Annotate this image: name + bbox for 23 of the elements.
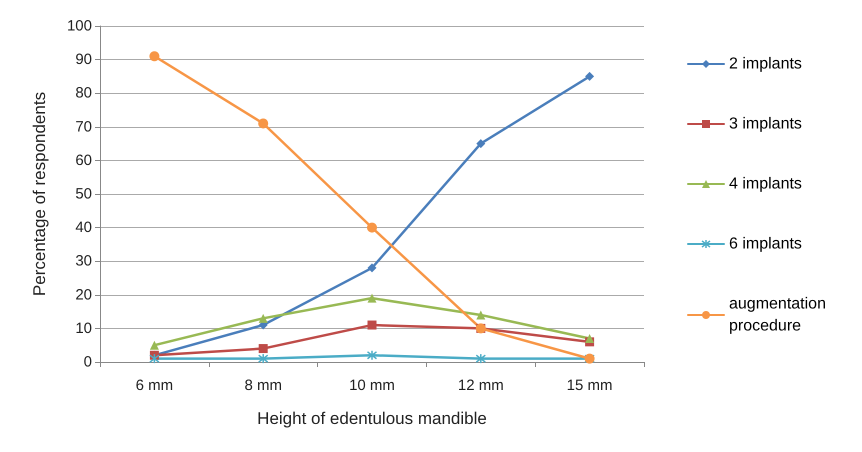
y-tick-label: 50 <box>75 186 92 202</box>
y-tick-label: 100 <box>66 18 92 34</box>
x-axis-title: Height of edentulous mandible <box>257 409 487 428</box>
y-tick-label: 40 <box>75 219 92 236</box>
legend-label: 4 implants <box>729 176 802 192</box>
y-tick-label: 30 <box>75 252 92 270</box>
y-tick-label: 80 <box>75 84 92 102</box>
y-tick-label: 90 <box>75 51 92 68</box>
y-tick-label: 10 <box>75 320 92 337</box>
x-tick-label: 12 mm <box>458 377 504 394</box>
legend-label: 6 implants <box>729 236 802 252</box>
y-axis-title: Percentage of respondents <box>30 92 49 296</box>
y-tick-label: 0 <box>84 354 92 370</box>
y-tick-label: 60 <box>75 152 92 169</box>
legend-label: 2 implants <box>729 56 802 72</box>
x-tick-label: 8 mm <box>244 377 282 394</box>
x-tick-label: 10 mm <box>349 377 395 394</box>
y-tick-label: 20 <box>75 286 92 304</box>
x-tick-label: 6 mm <box>136 377 174 394</box>
legend-label: 3 implants <box>729 116 802 132</box>
y-tick-label: 70 <box>75 118 92 136</box>
x-tick-label: 15 mm <box>566 377 613 394</box>
legend-label: augmentation procedure <box>729 296 830 334</box>
